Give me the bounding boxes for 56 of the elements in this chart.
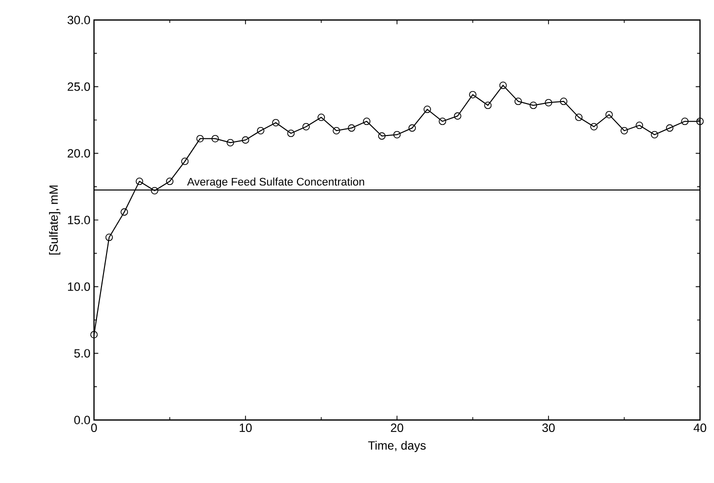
point	[332, 126, 340, 134]
point	[605, 110, 613, 118]
y-tick-label: 0.0	[74, 416, 90, 424]
point	[620, 126, 628, 134]
point	[666, 124, 674, 132]
point	[469, 90, 476, 98]
ref-line-label: Average Feed Sulfate Concentration	[187, 178, 364, 188]
point	[196, 134, 204, 142]
y-tick-label: 15.0	[68, 216, 90, 224]
point	[438, 118, 446, 126]
point	[90, 330, 98, 338]
y-tick-label: 25.0	[68, 82, 90, 91]
y-tick-label: 5.0	[74, 349, 90, 358]
point	[530, 102, 538, 110]
x-axis-title: Time, days	[368, 440, 426, 452]
point	[544, 98, 552, 106]
point	[287, 130, 295, 138]
point	[181, 158, 189, 166]
point	[514, 98, 522, 106]
point	[166, 178, 174, 186]
point	[696, 118, 704, 126]
x-tick-label: 20	[390, 424, 404, 432]
point	[454, 112, 462, 120]
point	[212, 134, 219, 142]
point	[105, 234, 113, 242]
point	[256, 126, 264, 134]
x-tick-label: 0	[91, 424, 97, 432]
point	[302, 122, 310, 130]
point	[650, 130, 658, 138]
point	[575, 114, 583, 122]
point	[136, 178, 144, 186]
point	[378, 132, 386, 140]
point	[560, 98, 568, 106]
point	[272, 118, 280, 126]
y-tick-label: 20.0	[68, 149, 90, 158]
y-axis-title: [Sulfate], mM	[49, 186, 60, 254]
x-tick-label: 30	[542, 424, 555, 432]
x-tick-label: 10	[240, 424, 252, 432]
point	[408, 124, 416, 132]
point	[120, 208, 128, 216]
point	[150, 186, 158, 194]
point	[499, 82, 507, 90]
point	[363, 118, 370, 126]
point	[318, 114, 325, 122]
point	[681, 118, 689, 126]
point	[484, 102, 492, 110]
point	[590, 122, 598, 130]
point	[348, 124, 356, 132]
y-tick-label: 30.0	[68, 16, 90, 24]
point	[226, 138, 234, 146]
x-tick-label: 40	[694, 424, 706, 432]
point	[636, 122, 644, 130]
point	[424, 106, 432, 114]
point	[242, 136, 250, 144]
point	[393, 130, 401, 138]
y-tick-label: 10.0	[68, 282, 90, 291]
